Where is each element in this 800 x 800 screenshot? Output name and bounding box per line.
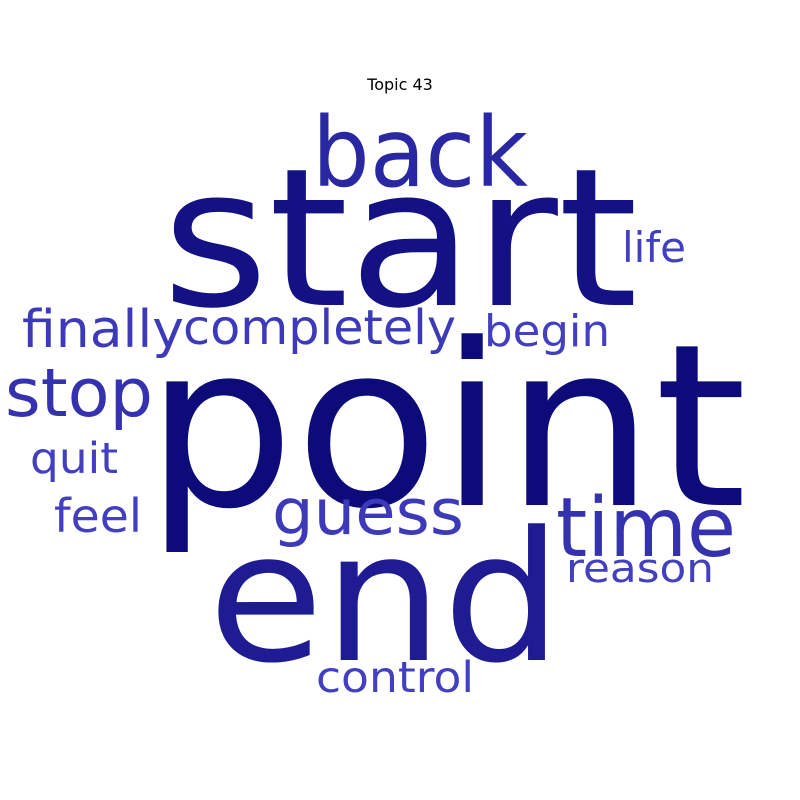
word-start: start: [162, 128, 638, 351]
word-begin: begin: [484, 306, 610, 357]
word-time: time: [556, 481, 736, 576]
word-point: point: [145, 296, 747, 559]
word-reason: reason: [566, 546, 714, 592]
word-end: end: [208, 494, 562, 703]
word-back: back: [312, 97, 528, 209]
word-completely: completely: [183, 300, 456, 356]
chart-title: Topic 43: [367, 75, 433, 94]
word-stop: stop: [5, 354, 153, 432]
word-quit: quit: [30, 434, 118, 484]
word-feel: feel: [54, 489, 142, 543]
word-life: life: [622, 223, 686, 272]
word-control: control: [316, 653, 474, 703]
word-guess: guess: [272, 476, 464, 549]
word-finally: finally: [22, 300, 184, 360]
